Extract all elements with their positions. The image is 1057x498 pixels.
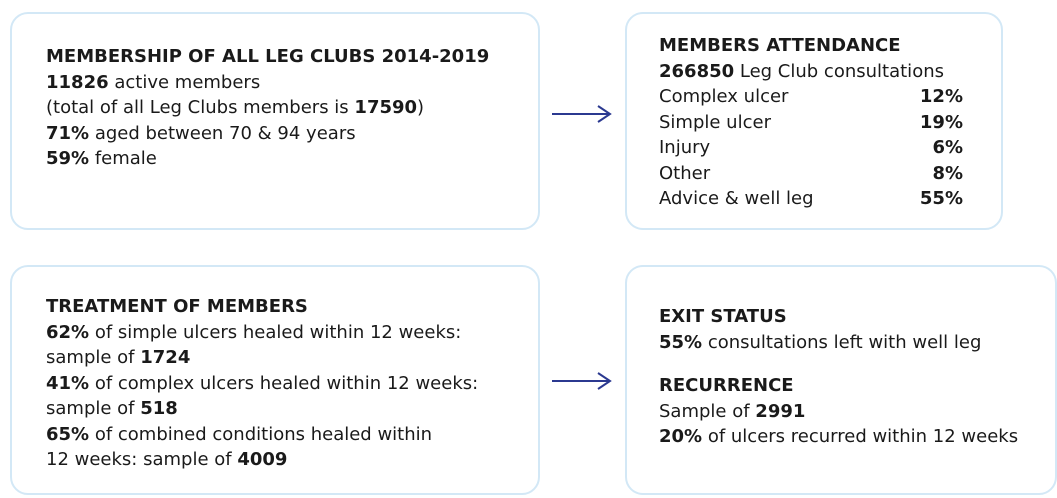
text: of ulcers recurred within 12 weeks <box>702 426 1019 447</box>
table-row: Simple ulcer 19% <box>659 110 963 136</box>
row-label: Other <box>659 162 711 184</box>
text-line: 12 weeks: sample of 4009 <box>46 447 538 473</box>
text-line: sample of 518 <box>46 396 538 422</box>
treatment-box: TREATMENT OF MEMBERS 62% of simple ulcers… <box>10 265 540 495</box>
section-title: EXIT STATUS <box>659 306 787 327</box>
membership-box: MEMBERSHIP OF ALL LEG CLUBS 2014-2019 118… <box>10 12 540 230</box>
text-line: 266850 Leg Club consultations <box>659 59 1001 85</box>
bold-figure: 20% <box>659 426 703 447</box>
text-line: 71% aged between 70 & 94 years <box>46 121 538 147</box>
text: 12 weeks: sample of <box>46 449 238 470</box>
bold-figure: 55% <box>659 331 703 353</box>
bold-figure: 518 <box>140 398 178 419</box>
text-line: 62% of simple ulcers healed within 12 we… <box>46 320 538 346</box>
text: of combined conditions healed within <box>89 423 433 445</box>
bold-figure: 11826 <box>46 71 109 93</box>
bold-figure: 65% <box>46 423 90 445</box>
section: EXIT STATUS 55% consultations left with w… <box>659 304 1055 355</box>
text: aged between 70 & 94 years <box>89 122 356 144</box>
bold-figure: 4009 <box>237 449 288 470</box>
text: sample of <box>46 347 141 368</box>
text: (total of all Leg Clubs members is <box>46 97 355 118</box>
row-value: 19% <box>919 111 963 133</box>
row-value: 8% <box>932 162 963 184</box>
bold-figure: 71% <box>46 122 90 144</box>
arrow <box>552 105 612 123</box>
text-line: 11826 active members <box>46 70 538 96</box>
text-line: 41% of complex ulcers healed within 12 w… <box>46 371 538 397</box>
text: ) <box>417 97 425 118</box>
table-row: Injury 6% <box>659 135 963 161</box>
row-value: 55% <box>919 188 963 209</box>
text: sample of <box>46 398 141 419</box>
bold-figure: 41% <box>46 372 90 394</box>
text-line: 55% consultations left with well leg <box>659 330 1055 356</box>
text: female <box>89 148 157 169</box>
text-line: sample of 1724 <box>46 345 538 371</box>
bold-figure: 62% <box>46 321 90 343</box>
section-title: MEMBERS ATTENDANCE <box>659 35 901 56</box>
text: Leg Club consultations <box>734 60 944 82</box>
section-title: RECURRENCE <box>659 375 794 396</box>
text: of complex ulcers healed within 12 weeks… <box>89 372 479 394</box>
section: TREATMENT OF MEMBERS 62% of simple ulcers… <box>46 294 538 473</box>
text: active members <box>108 71 261 93</box>
section: RECURRENCE Sample of 2991 20% of ulcers re… <box>659 373 1055 450</box>
text-line: (total of all Leg Clubs members is 17590… <box>46 95 538 121</box>
row-label: Advice & well leg <box>659 188 814 209</box>
section-title: TREATMENT OF MEMBERS <box>46 296 308 317</box>
bold-figure: 266850 <box>659 60 735 82</box>
section: MEMBERSHIP OF ALL LEG CLUBS 2014-2019 118… <box>46 44 538 172</box>
exit-box: EXIT STATUS 55% consultations left with w… <box>625 265 1057 495</box>
text-line: 20% of ulcers recurred within 12 weeks <box>659 424 1055 450</box>
row-value: 12% <box>919 86 963 107</box>
table-row: Advice & well leg 55% <box>659 186 963 212</box>
text-line: 65% of combined conditions healed within <box>46 422 538 448</box>
attendance-box: MEMBERS ATTENDANCE 266850 Leg Club consul… <box>625 12 1003 230</box>
text: Sample of <box>659 400 756 422</box>
row-value: 6% <box>932 137 963 158</box>
section: MEMBERS ATTENDANCE 266850 Leg Club consul… <box>659 33 1001 212</box>
bold-figure: 59% <box>46 148 90 169</box>
text-line: 59% female <box>46 146 538 172</box>
row-label: Injury <box>659 137 711 158</box>
text: of simple ulcers healed within 12 weeks: <box>89 321 462 343</box>
table-row: Complex ulcer 12% <box>659 84 963 110</box>
row-label: Complex ulcer <box>659 86 789 107</box>
bold-figure: 17590 <box>354 97 418 118</box>
table-row: Other 8% <box>659 161 963 187</box>
row-label: Simple ulcer <box>659 111 771 133</box>
text: consultations left with well leg <box>702 331 982 353</box>
arrow <box>552 372 612 390</box>
bold-figure: 2991 <box>755 400 806 422</box>
section-title: MEMBERSHIP OF ALL LEG CLUBS 2014-2019 <box>46 46 490 67</box>
bold-figure: 1724 <box>140 347 191 368</box>
text-line: Sample of 2991 <box>659 399 1055 425</box>
